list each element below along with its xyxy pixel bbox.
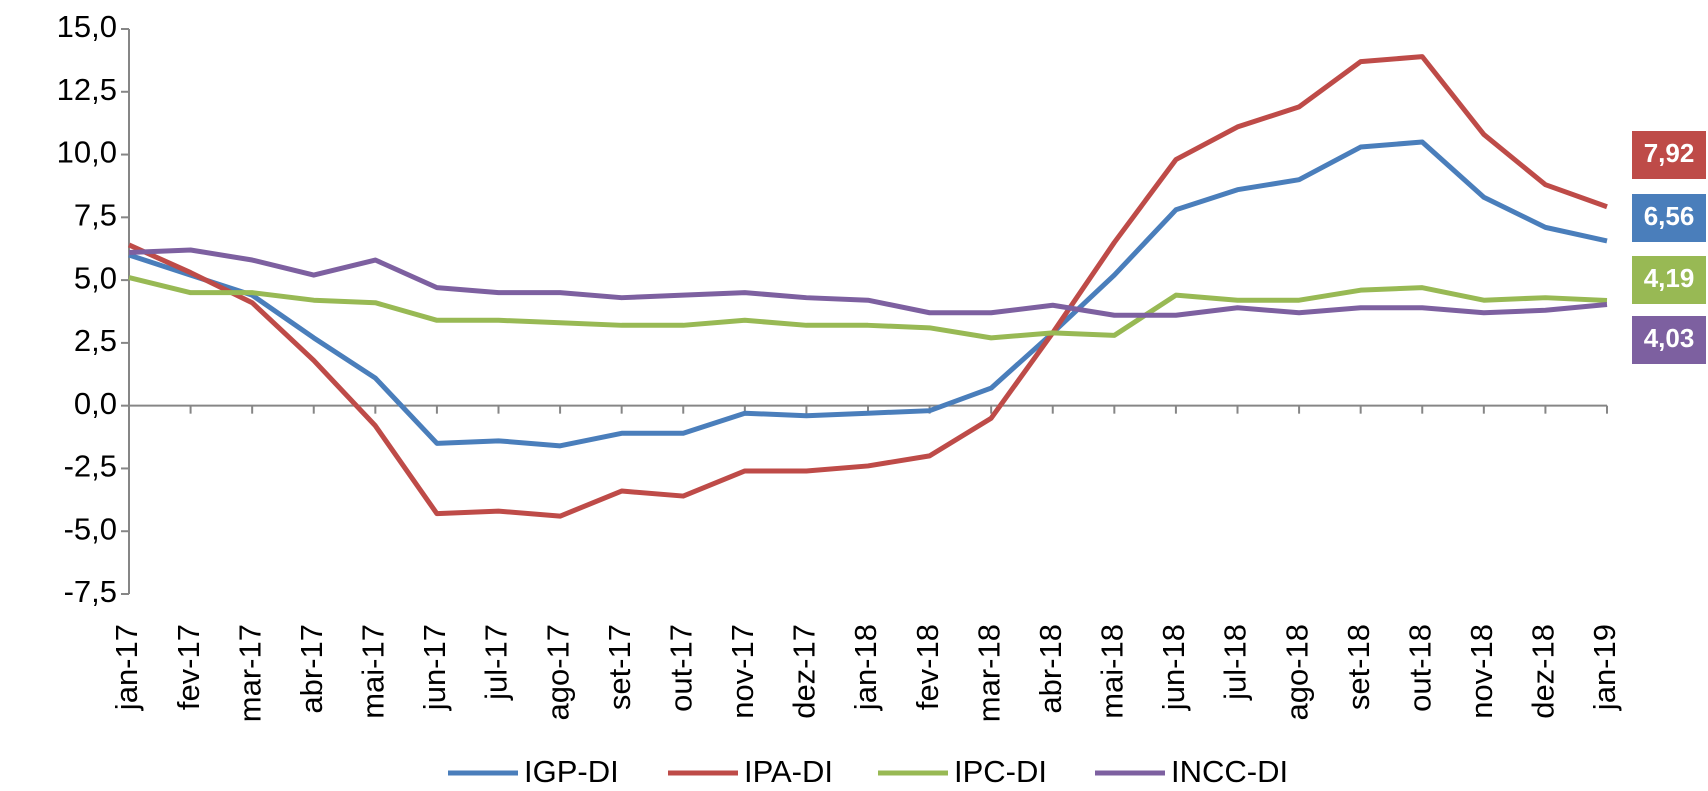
x-tick-label: nov-18 (1464, 624, 1499, 719)
y-tick-label: 2,5 (74, 323, 117, 358)
series-line (128, 275, 1608, 341)
value-label-box (1632, 194, 1706, 242)
y-tick-label: 7,5 (74, 198, 117, 233)
x-tick-label: jul-17 (479, 624, 514, 701)
x-tick-label: mai-18 (1095, 624, 1130, 719)
legend-label: IPA-DI (744, 754, 833, 789)
legend-label: INCC-DI (1171, 754, 1288, 789)
y-tick-label: -5,0 (64, 511, 117, 546)
x-tick-label: abr-18 (1033, 624, 1068, 714)
legend-label: IGP-DI (524, 754, 619, 789)
x-tick-label: ago-18 (1279, 624, 1314, 721)
value-label: 4,03 (1644, 323, 1695, 353)
x-tick-label: jan-17 (109, 624, 144, 711)
x-tick-label: mai-17 (356, 624, 391, 719)
legend-label: IPC-DI (954, 754, 1047, 789)
y-tick-label: -7,5 (64, 574, 117, 609)
x-tick-label: fev-17 (171, 624, 206, 710)
y-tick-label: 15,0 (57, 9, 117, 44)
value-label: 6,56 (1644, 201, 1695, 231)
x-tick-label: abr-17 (294, 624, 329, 714)
value-label: 7,92 (1644, 138, 1695, 168)
y-tick-label: 10,0 (57, 135, 117, 170)
value-label-box (1632, 316, 1706, 364)
x-tick-label: jan-18 (848, 624, 883, 711)
x-tick-label: ago-17 (540, 624, 575, 721)
y-tick-label: 5,0 (74, 260, 117, 295)
x-tick-label: set-18 (1341, 624, 1376, 710)
value-label-box (1632, 256, 1706, 304)
x-tick-label: mar-17 (232, 624, 267, 722)
x-tick-label: out-17 (663, 624, 698, 712)
x-tick-label: mar-18 (971, 624, 1006, 722)
x-tick-label: set-17 (602, 624, 637, 710)
y-tick-label: -2,5 (64, 449, 117, 484)
x-tick-label: nov-17 (725, 624, 760, 719)
x-tick-label: fev-18 (910, 624, 945, 710)
x-tick-label: jul-18 (1218, 624, 1253, 701)
x-tick-label: jun-17 (417, 624, 452, 711)
x-tick-label: out-18 (1402, 624, 1437, 712)
x-tick-label: jan-19 (1587, 624, 1622, 711)
y-tick-label: 0,0 (74, 386, 117, 421)
y-tick-label: 12,5 (57, 72, 117, 107)
series-line (128, 247, 1608, 318)
series-line (127, 54, 1608, 519)
x-tick-label: dez-17 (787, 624, 822, 719)
value-label: 4,19 (1644, 263, 1695, 293)
x-tick-label: jun-18 (1156, 624, 1191, 711)
series-line (128, 139, 1608, 449)
value-label-box (1632, 131, 1706, 179)
x-tick-label: dez-18 (1526, 624, 1561, 719)
